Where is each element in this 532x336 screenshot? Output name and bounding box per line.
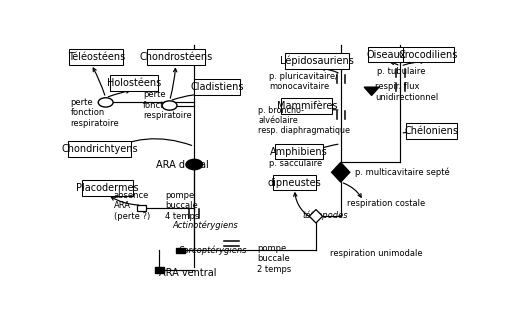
Text: Cladistiens: Cladistiens bbox=[190, 82, 244, 92]
Text: Holostéens: Holostéens bbox=[106, 78, 161, 88]
Polygon shape bbox=[331, 162, 350, 182]
Text: Oiseaux: Oiseaux bbox=[367, 49, 406, 59]
Text: ARA ventral: ARA ventral bbox=[159, 268, 217, 278]
Text: Sarcoptérygiens: Sarcoptérygiens bbox=[179, 246, 247, 255]
Text: Mammifères: Mammifères bbox=[277, 101, 337, 111]
Text: Crocodiliens: Crocodiliens bbox=[399, 49, 458, 59]
FancyBboxPatch shape bbox=[82, 180, 134, 196]
FancyBboxPatch shape bbox=[403, 47, 454, 62]
Text: perte
fonction
respiratoire: perte fonction respiratoire bbox=[71, 98, 119, 128]
FancyBboxPatch shape bbox=[272, 175, 317, 190]
FancyBboxPatch shape bbox=[137, 205, 146, 211]
Circle shape bbox=[186, 159, 203, 170]
Text: Chéloniens: Chéloniens bbox=[405, 126, 459, 136]
FancyBboxPatch shape bbox=[286, 53, 349, 69]
Text: pompe
buccale
4 temps: pompe buccale 4 temps bbox=[165, 191, 200, 221]
Text: Téléostéens: Téléostéens bbox=[68, 52, 125, 62]
Text: respir. flux
unidirectionnel: respir. flux unidirectionnel bbox=[375, 82, 438, 102]
Text: p. broncho-
alvéolaire
resp. diaphragmatique: p. broncho- alvéolaire resp. diaphragmat… bbox=[258, 106, 350, 135]
Text: respiration unimodale: respiration unimodale bbox=[329, 249, 422, 258]
Text: Actinotérygiens: Actinotérygiens bbox=[173, 220, 239, 230]
Text: Chondrichtyens: Chondrichtyens bbox=[61, 144, 138, 154]
FancyBboxPatch shape bbox=[368, 47, 405, 62]
FancyBboxPatch shape bbox=[406, 123, 458, 139]
Text: perte
fonction
respiratoire: perte fonction respiratoire bbox=[143, 90, 192, 120]
Polygon shape bbox=[309, 210, 322, 223]
Text: Chondrostéens: Chondrostéens bbox=[139, 52, 212, 62]
FancyBboxPatch shape bbox=[281, 98, 332, 114]
Circle shape bbox=[162, 101, 177, 110]
FancyBboxPatch shape bbox=[110, 75, 157, 91]
Text: p. multicavitaire septé: p. multicavitaire septé bbox=[355, 168, 450, 177]
Polygon shape bbox=[176, 248, 185, 253]
Text: tétrapodes: tétrapodes bbox=[302, 211, 348, 220]
FancyBboxPatch shape bbox=[69, 49, 123, 66]
Text: p. pluricavitaire/
monocavitaire: p. pluricavitaire/ monocavitaire bbox=[269, 72, 338, 91]
FancyBboxPatch shape bbox=[68, 141, 131, 157]
FancyBboxPatch shape bbox=[147, 49, 205, 66]
Polygon shape bbox=[364, 87, 379, 95]
FancyBboxPatch shape bbox=[194, 79, 240, 95]
FancyBboxPatch shape bbox=[275, 144, 322, 160]
Text: Placodermes: Placodermes bbox=[77, 183, 139, 193]
Text: dipneustes: dipneustes bbox=[268, 178, 321, 187]
Text: p. sacculaire: p. sacculaire bbox=[269, 159, 322, 168]
Text: Amphibiens: Amphibiens bbox=[270, 146, 328, 157]
Text: ARA dorsal: ARA dorsal bbox=[156, 160, 209, 169]
Text: respiration costale: respiration costale bbox=[347, 199, 425, 208]
Text: Lépidosauriens: Lépidosauriens bbox=[280, 56, 354, 66]
Text: pompe
buccale
2 temps: pompe buccale 2 temps bbox=[257, 244, 291, 274]
Text: absence
ARA
(perte ?): absence ARA (perte ?) bbox=[114, 191, 150, 221]
Circle shape bbox=[98, 98, 113, 107]
Text: p. tubulaire: p. tubulaire bbox=[377, 68, 425, 76]
Polygon shape bbox=[155, 267, 164, 273]
